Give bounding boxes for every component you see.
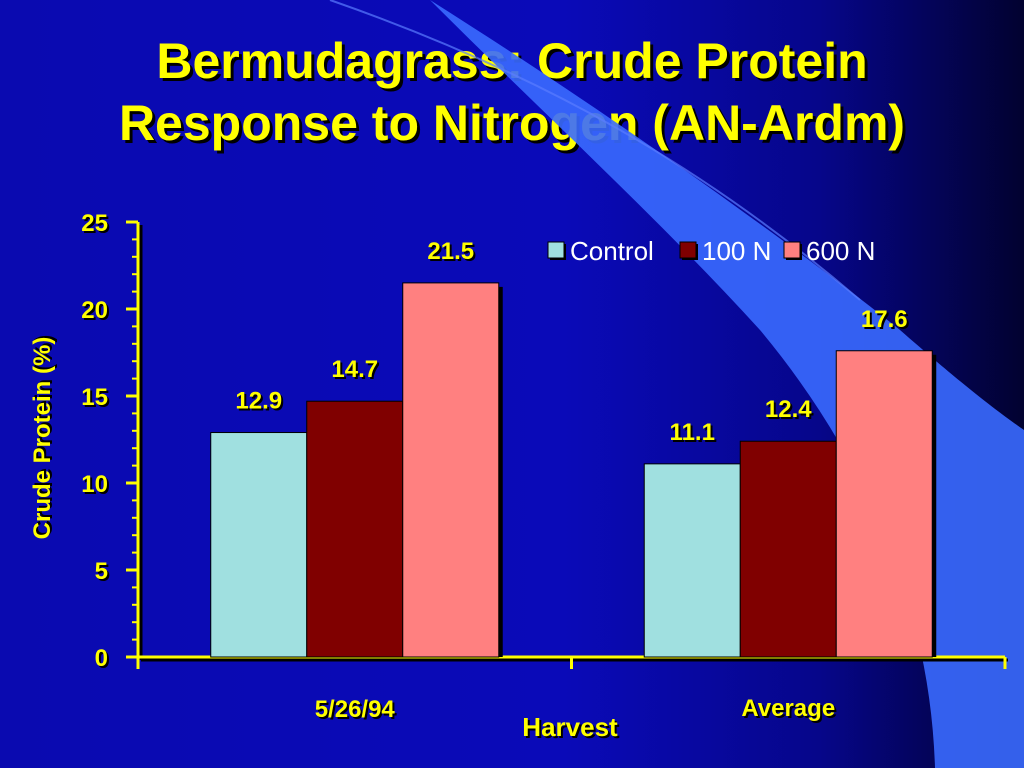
y-tick-label-shadow: 0: [97, 647, 110, 674]
bar: [835, 350, 933, 658]
data-label-shadow: 12.4: [767, 398, 814, 425]
legend-label: 600 N: [806, 236, 875, 266]
y-tick-label-shadow: 15: [83, 386, 110, 413]
data-labels: 12.912.9 14.714.7 21.521.5 11.111.1 12.412.4…: [235, 238, 909, 448]
y-tick-label-text: 25: [81, 210, 108, 237]
data-label: 12.912.9: [235, 388, 284, 417]
x-category-label-shadow: 5/26/94: [317, 698, 398, 725]
data-label-text: 21.5: [427, 238, 474, 265]
legend-swatch: [679, 241, 697, 259]
bars: [210, 282, 937, 658]
bar: [210, 432, 308, 658]
data-label-text: 14.7: [331, 356, 378, 383]
x-axis-label: Harvest: [522, 712, 618, 742]
x-category-label: 5/26/945/26/94: [315, 696, 398, 725]
y-tick-label-shadow: 25: [83, 212, 110, 239]
y-tick-label-text: 10: [81, 471, 108, 498]
y-tick-label-shadow: 10: [83, 473, 110, 500]
legend: Control 100 N 600 N: [547, 236, 875, 266]
bar: [306, 400, 404, 658]
bar: [402, 282, 500, 658]
data-label-shadow: 12.9: [237, 390, 284, 417]
data-label-text: 12.4: [765, 396, 812, 423]
title-line-2: Response to Nitrogen (AN-Ardm): [118, 95, 906, 151]
data-label-shadow: 11.1: [672, 421, 717, 448]
data-label: 14.714.7: [331, 356, 380, 385]
y-tick-label: 55: [95, 558, 110, 587]
legend-swatch: [783, 241, 801, 259]
bar: [643, 463, 741, 658]
x-category-label-shadow: Average: [743, 697, 837, 724]
data-label-shadow: 14.7: [333, 358, 380, 385]
y-tick-label-text: 0: [95, 645, 108, 672]
y-tick-label-shadow: 20: [83, 299, 110, 326]
y-tick-label-text: 5: [95, 558, 108, 585]
slide-title: Bermudagrass: Crude Protein Response to …: [0, 30, 1024, 154]
legend-label: 100 N: [702, 236, 771, 266]
data-label: 12.412.4: [765, 396, 814, 425]
legend-label: Control: [570, 236, 654, 266]
y-tick-label: 00: [95, 645, 110, 674]
x-category-label-text: 5/26/94: [315, 696, 396, 723]
data-label: 11.111.1: [670, 419, 717, 448]
data-label-shadow: 17.6: [863, 308, 910, 335]
data-label: 17.617.6: [861, 306, 910, 335]
y-tick-label-shadow: 5: [97, 560, 110, 587]
y-tick-label-text: 15: [81, 384, 108, 411]
bar: [739, 440, 837, 658]
y-tick-label-text: 20: [81, 297, 108, 324]
legend-swatch: [547, 241, 565, 259]
data-label-shadow: 21.5: [429, 240, 476, 267]
data-label-text: 17.6: [861, 306, 908, 333]
data-label-text: 11.1: [670, 419, 715, 446]
y-axis-label: Crude Protein (%): [29, 337, 56, 540]
data-label: 21.521.5: [427, 238, 476, 267]
data-label-text: 12.9: [235, 388, 282, 415]
x-category-label-text: Average: [741, 695, 835, 722]
